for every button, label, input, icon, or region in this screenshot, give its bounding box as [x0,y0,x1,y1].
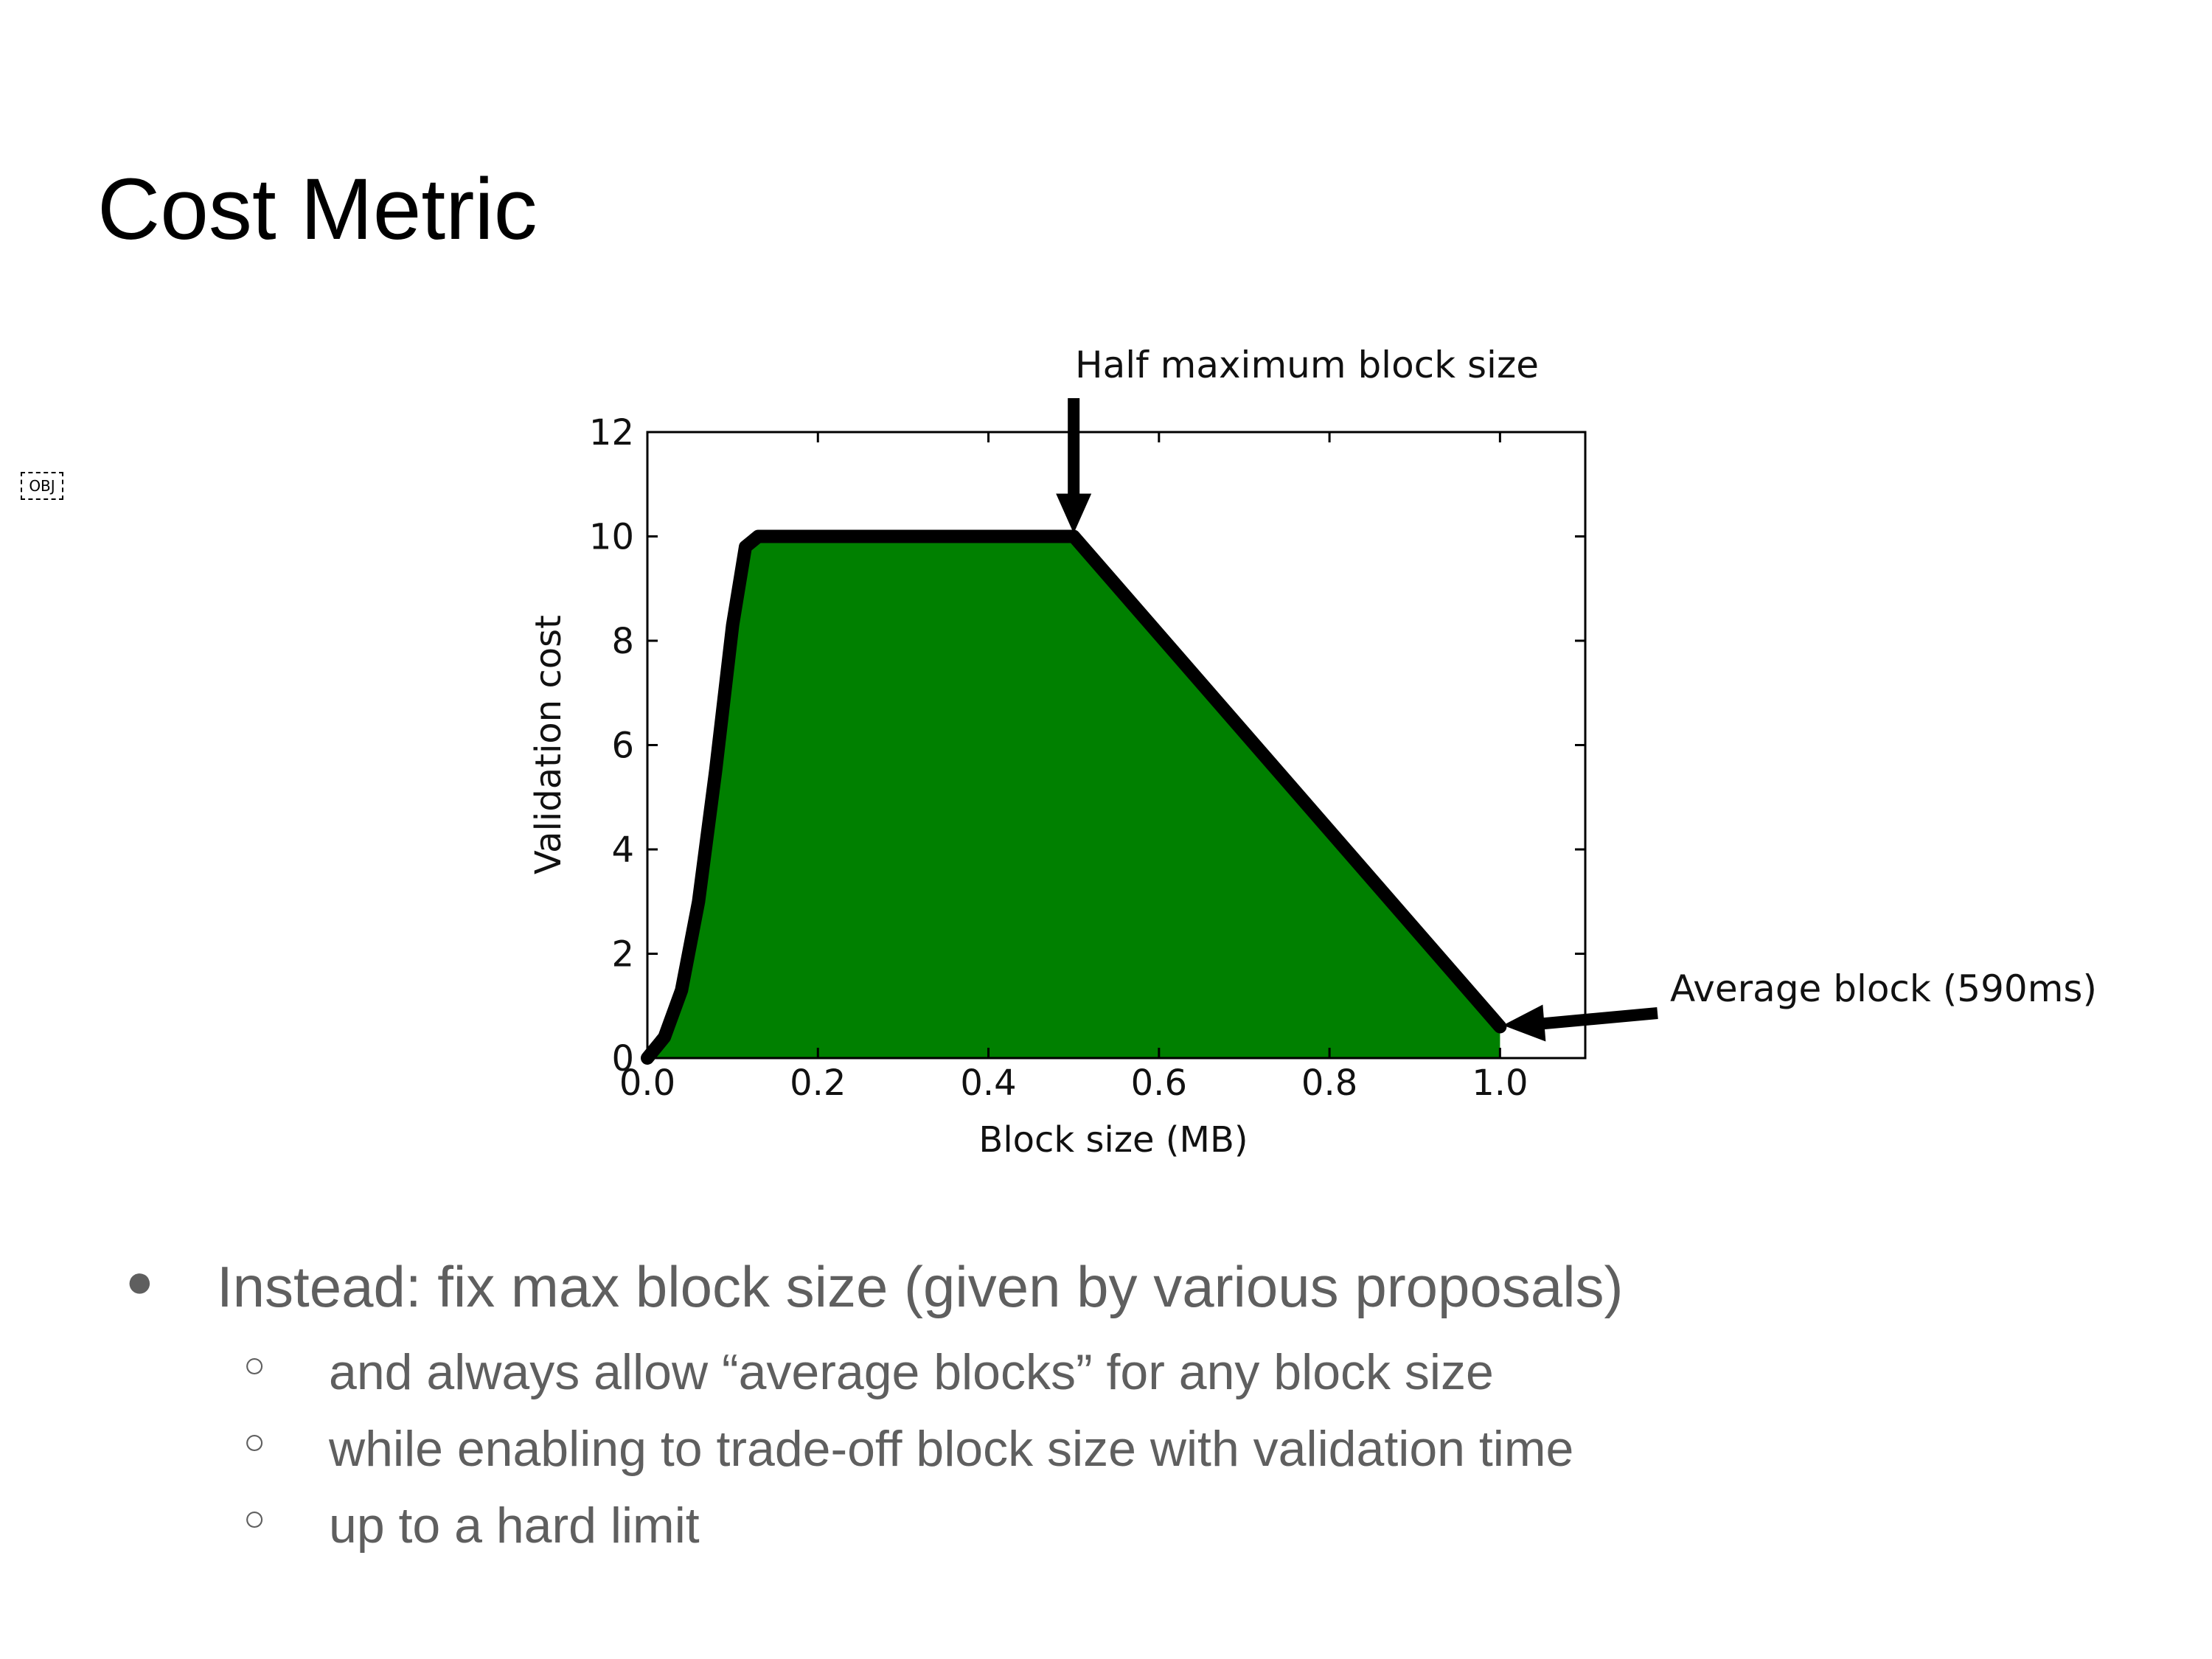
y-axis-label: Validation cost [528,615,569,874]
average-block-arrow-shaft [1540,1007,1658,1030]
y-tick-label: 0 [611,1038,634,1079]
sub-bullet-text: and always allow “average blocks” for an… [329,1344,1494,1400]
x-axis-label: Block size (MB) [978,1119,1248,1161]
x-tick-label: 0.4 [960,1062,1016,1104]
annotation-average-block-label: Average block (590ms) [1670,967,2097,1010]
y-tick-label: 2 [611,934,634,975]
y-tick-label: 6 [611,726,634,767]
y-tick-label: 12 [589,412,634,453]
sub-bullet-text: up to a hard limit [329,1498,700,1554]
sub-bullet-marker: ○ [243,1498,266,1539]
y-tick-label: 10 [589,517,634,558]
x-tick-label: 0.0 [619,1062,675,1104]
bullet-text: Instead: fix max block size (given by va… [217,1254,1624,1319]
x-tick-label: 0.6 [1131,1062,1187,1104]
bullet-marker: ● [125,1254,154,1307]
series-line [641,529,1507,1065]
x-tick-label: 1.0 [1472,1062,1528,1104]
average-block-arrow-head [1503,1004,1546,1042]
object-placeholder: OBJ [21,472,63,500]
x-tick-label: 0.8 [1301,1062,1357,1104]
sub-bullet-marker: ○ [243,1421,266,1462]
sub-bullet-text: while enabling to trade-off block size w… [329,1421,1574,1477]
validation-cost-chart: 0.0 0.2 0.4 0.6 0.8 1.0 0 2 4 6 8 10 12 Block size (… [528,344,2097,1161]
y-tick-label: 8 [611,621,634,662]
sub-bullet-marker: ○ [243,1344,266,1385]
x-tick-label: 0.2 [790,1062,846,1104]
y-tick-label: 4 [611,830,634,871]
half-max-arrow-head [1056,493,1092,534]
area-fill [647,536,1500,1058]
slide-title: Cost Metric [97,161,538,258]
annotation-half-max-label: Half maximum block size [1075,344,1539,386]
